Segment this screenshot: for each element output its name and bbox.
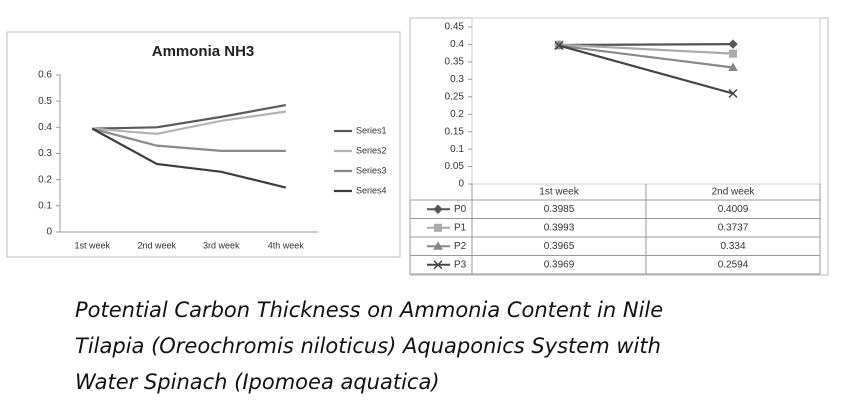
table-value: 0.3993 — [544, 222, 575, 233]
marker — [728, 62, 738, 71]
y-tick-label: 0.2 — [38, 174, 52, 185]
y-tick-label: 0.2 — [450, 109, 464, 120]
marker — [554, 40, 564, 51]
legend-label: P3 — [454, 259, 467, 270]
chart-title: Ammonia NH3 — [152, 43, 255, 60]
y-tick-label: 0.4 — [450, 39, 464, 50]
legend-label: Series3 — [356, 165, 387, 175]
marker — [729, 49, 737, 58]
caption-line: Tilapia (Oreochromis niloticus) Aquaponi… — [75, 334, 661, 358]
series-line — [558, 44, 734, 69]
y-tick-label: 0.3 — [450, 74, 464, 85]
chart-frame — [6, 31, 401, 258]
marker — [728, 39, 738, 49]
caption-line: Water Spinach (Ipomoea aquatica) — [75, 370, 440, 394]
y-tick-label: 0.1 — [450, 144, 464, 155]
y-tick-label: 0.4 — [38, 122, 52, 133]
y-tick-label: 0.35 — [445, 57, 465, 68]
y-tick-label: 0.25 — [445, 91, 465, 102]
marker — [433, 204, 443, 214]
table-value: 0.3737 — [718, 222, 749, 233]
y-tick-label: 0.6 — [38, 70, 52, 81]
y-tick-label: 0.3 — [38, 148, 52, 159]
table-value: 0.3985 — [544, 204, 575, 215]
marker — [728, 88, 738, 99]
chart-frame — [409, 17, 829, 276]
marker — [433, 241, 443, 250]
legend-label: P2 — [454, 241, 467, 252]
table-value: 0.3965 — [544, 241, 575, 252]
y-tick-label: 0 — [46, 227, 52, 238]
y-tick-label: 0.45 — [445, 22, 465, 33]
x-tick-label: 1st week — [74, 240, 110, 250]
legend-label: Series2 — [356, 145, 387, 155]
table-value: 0.4009 — [718, 204, 749, 215]
x-tick-label: 4th week — [268, 240, 305, 250]
y-tick-label: 0.5 — [38, 96, 52, 107]
legend-label: Series4 — [356, 185, 387, 195]
y-tick-label: 0.1 — [38, 200, 52, 211]
legend-label: P1 — [454, 222, 467, 233]
series-line — [558, 43, 734, 55]
marker — [434, 223, 442, 232]
legend-label: P0 — [454, 204, 467, 215]
series-line — [92, 104, 286, 130]
caption-line: Potential Carbon Thickness on Ammonia Co… — [75, 298, 663, 322]
series-line — [91, 127, 287, 189]
series-line — [92, 110, 286, 135]
legend-label: Series1 — [356, 125, 387, 135]
table-header: 1st week — [539, 187, 579, 198]
table-value: 0.334 — [720, 241, 745, 252]
y-tick-label: 0.15 — [445, 126, 465, 137]
series-line — [558, 43, 734, 47]
series-line — [91, 127, 286, 152]
x-tick-label: 3rd week — [203, 240, 240, 250]
table-value: 0.2594 — [718, 259, 749, 270]
x-tick-label: 2nd week — [137, 240, 176, 250]
table-header: 2nd week — [712, 187, 756, 198]
y-tick-label: 0 — [458, 179, 464, 190]
table-value: 0.3969 — [544, 259, 575, 270]
series-line — [558, 44, 734, 95]
marker — [433, 260, 443, 270]
y-tick-label: 0.05 — [445, 161, 465, 172]
